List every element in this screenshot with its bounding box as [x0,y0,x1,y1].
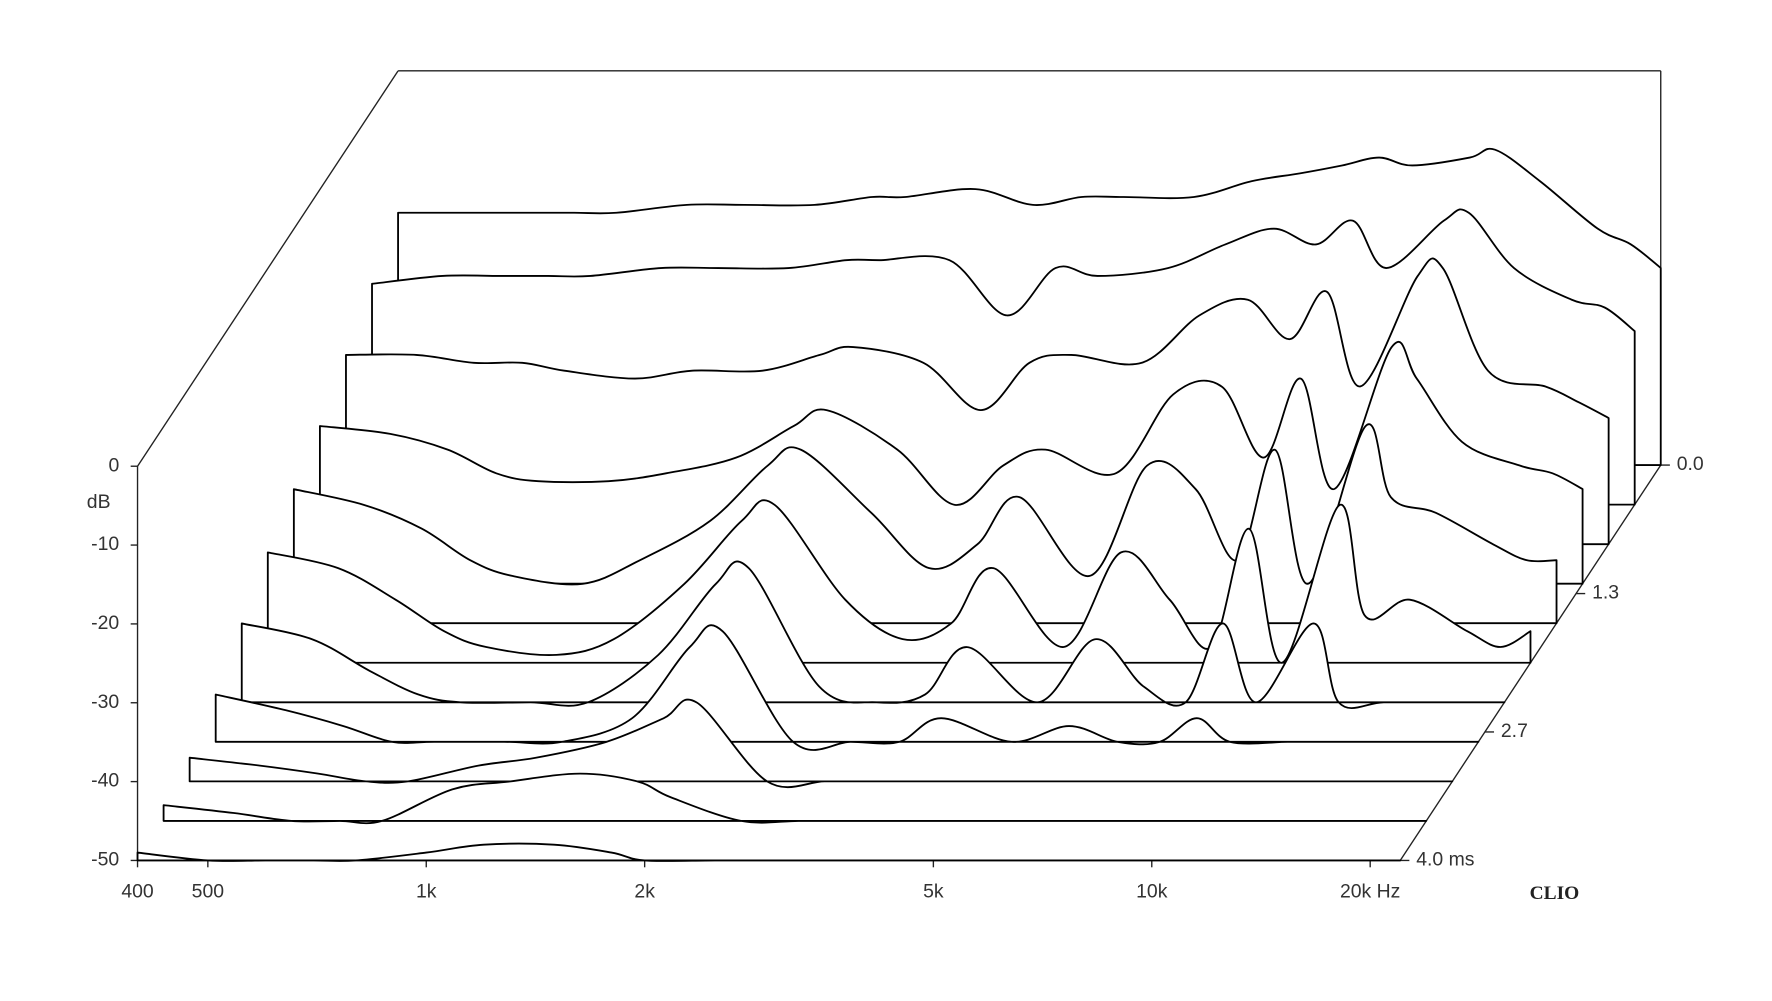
x-tick-label: 5k [923,881,944,903]
x-tick-label: 10k [1136,881,1168,903]
y-tick-label: -20 [91,612,119,634]
x-tick-label: 2k [634,881,655,903]
x-tick-label: 20k Hz [1340,881,1400,903]
y-tick-label: -50 [91,849,119,871]
y-tick-label: -30 [91,691,119,713]
x-tick-label: 400 [121,881,154,903]
decay-slice [266,499,1532,664]
y-tick-label: 0 [108,454,119,476]
x-tick-label: 1k [416,881,437,903]
y-tick-label: -10 [91,533,119,555]
z-tick-label: 1.3 [1592,582,1619,604]
decay-slice [214,624,1480,751]
decay-slice [188,698,1454,789]
brand: CLIO [1530,883,1580,904]
y-axis-label: dB [87,491,111,513]
decay-slice [136,842,1402,862]
x-tick-label: 500 [192,881,225,903]
decay-slice [162,772,1428,825]
decay-slice [240,560,1506,709]
z-tick-label: 2.7 [1501,720,1528,742]
z-tick-label: 4.0 ms [1416,849,1474,871]
frame-line [136,70,399,467]
z-tick-label: 0.0 [1677,453,1704,475]
y-tick-label: -40 [91,770,119,792]
